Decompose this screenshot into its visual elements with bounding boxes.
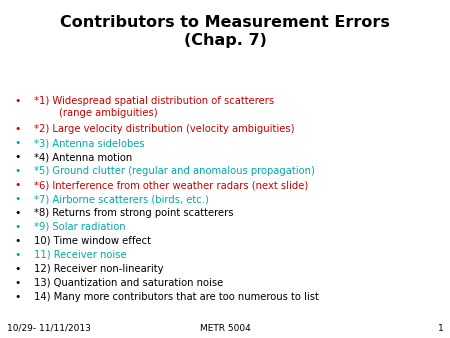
Text: *8) Returns from strong point scatterers: *8) Returns from strong point scatterers <box>34 208 233 218</box>
Text: *6) Interference from other weather radars (next slide): *6) Interference from other weather rada… <box>34 180 308 190</box>
Text: *9) Solar radiation: *9) Solar radiation <box>34 222 126 232</box>
Text: *7) Airborne scatterers (birds, etc.): *7) Airborne scatterers (birds, etc.) <box>34 194 209 204</box>
Text: •: • <box>14 96 20 106</box>
Text: 12) Receiver non-linearity: 12) Receiver non-linearity <box>34 264 163 274</box>
Text: Contributors to Measurement Errors
(Chap. 7): Contributors to Measurement Errors (Chap… <box>60 15 390 48</box>
Text: 10) Time window effect: 10) Time window effect <box>34 236 151 246</box>
Text: •: • <box>14 222 20 232</box>
Text: •: • <box>14 180 20 190</box>
Text: 1: 1 <box>437 324 443 333</box>
Text: *3) Antenna sidelobes: *3) Antenna sidelobes <box>34 138 144 148</box>
Text: •: • <box>14 152 20 162</box>
Text: •: • <box>14 250 20 260</box>
Text: *1) Widespread spatial distribution of scatterers
        (range ambiguities): *1) Widespread spatial distribution of s… <box>34 96 274 118</box>
Text: •: • <box>14 278 20 288</box>
Text: •: • <box>14 194 20 204</box>
Text: 11) Receiver noise: 11) Receiver noise <box>34 250 126 260</box>
Text: •: • <box>14 292 20 302</box>
Text: •: • <box>14 138 20 148</box>
Text: •: • <box>14 166 20 176</box>
Text: *5) Ground clutter (regular and anomalous propagation): *5) Ground clutter (regular and anomalou… <box>34 166 315 176</box>
Text: *2) Large velocity distribution (velocity ambiguities): *2) Large velocity distribution (velocit… <box>34 124 294 134</box>
Text: 14) Many more contributors that are too numerous to list: 14) Many more contributors that are too … <box>34 292 319 302</box>
Text: •: • <box>14 124 20 134</box>
Text: •: • <box>14 264 20 274</box>
Text: •: • <box>14 236 20 246</box>
Text: 13) Quantization and saturation noise: 13) Quantization and saturation noise <box>34 278 223 288</box>
Text: •: • <box>14 208 20 218</box>
Text: METR 5004: METR 5004 <box>200 324 250 333</box>
Text: 10/29- 11/11/2013: 10/29- 11/11/2013 <box>7 324 90 333</box>
Text: *4) Antenna motion: *4) Antenna motion <box>34 152 132 162</box>
